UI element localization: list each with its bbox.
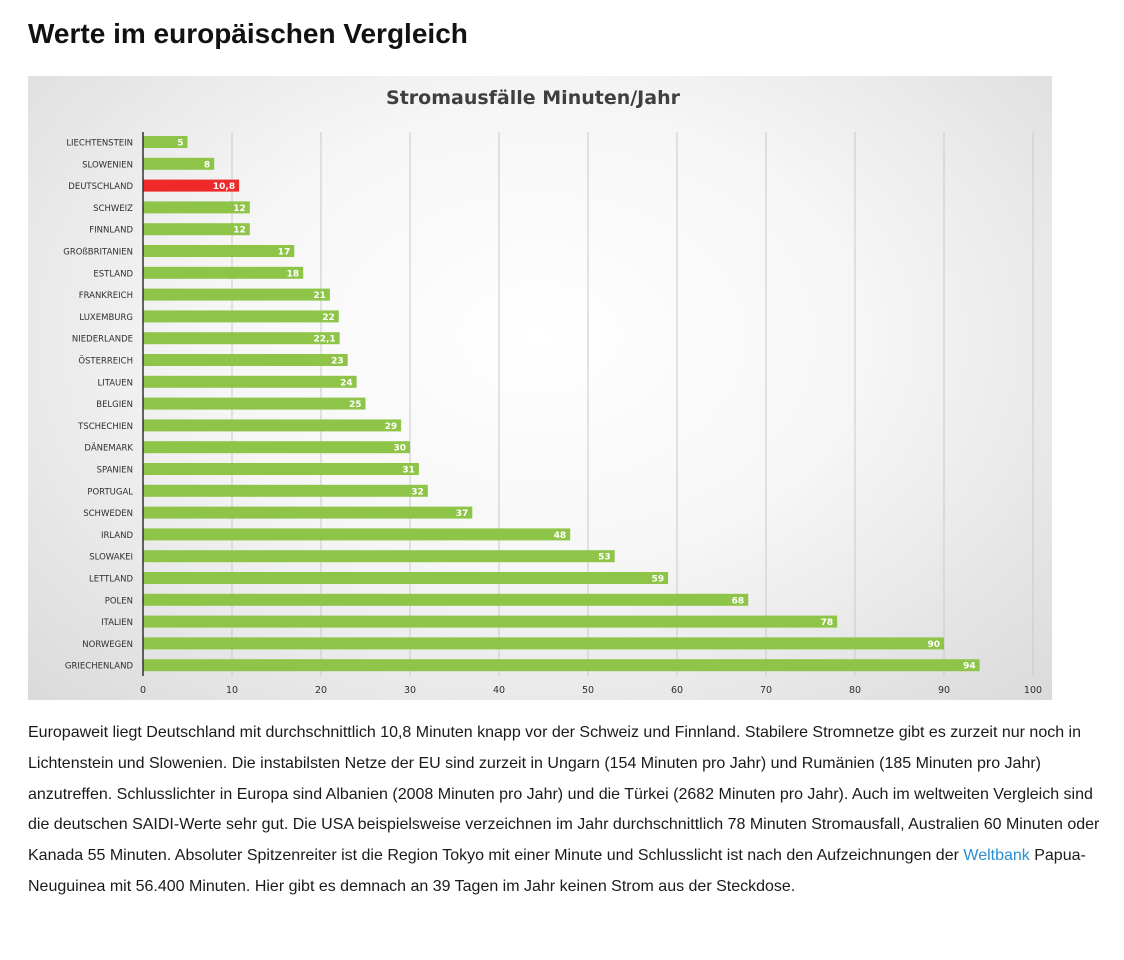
weltbank-link[interactable]: Weltbank — [963, 847, 1030, 865]
category-label-portugal: PORTUGAL — [87, 487, 133, 497]
category-label-frankreich: FRANKREICH — [79, 291, 133, 301]
x-tick-label-30: 30 — [404, 685, 416, 696]
category-label-deutschland: DEUTSCHLAND — [68, 182, 133, 192]
data-label-deutschland: 10,8 — [213, 182, 235, 192]
x-tick-label-70: 70 — [760, 685, 772, 696]
bar-niederlande — [143, 332, 340, 345]
x-tick-label-90: 90 — [938, 685, 950, 696]
bar-belgien — [143, 397, 366, 410]
category-label-luxemburg: LUXEMBURG — [79, 313, 133, 323]
bar-deutschland — [143, 179, 240, 192]
category-label-schweden: SCHWEDEN — [83, 509, 133, 519]
data-label-finnland: 12 — [233, 226, 246, 236]
category-label-norwegen: NORWEGEN — [82, 640, 133, 650]
data-label-litauen: 24 — [340, 378, 353, 388]
data-label-luxemburg: 22 — [322, 313, 335, 323]
data-label-schweiz: 12 — [233, 204, 246, 214]
bar-polen — [143, 593, 749, 606]
bar-großbritanien — [143, 245, 295, 257]
data-label-lettland: 59 — [652, 575, 665, 585]
bar-liechtenstein — [143, 136, 188, 148]
category-label-tschechien: TSCHECHIEN — [77, 422, 133, 432]
data-label-schweden: 37 — [456, 509, 469, 519]
category-label-dänemark: DÄNEMARK — [84, 443, 133, 454]
category-labels: LIECHTENSTEIN SLOWENIEN DEUTSCHLAND SCHWEIZ… — [63, 139, 133, 672]
bar-irland — [143, 528, 571, 541]
data-label-griechenland: 94 — [963, 662, 976, 672]
bar-finnland — [143, 223, 250, 236]
data-label-norwegen: 90 — [927, 640, 940, 650]
data-label-estland: 18 — [287, 269, 300, 279]
bar-schweden — [143, 506, 473, 519]
category-label-großbritanien: GROßBRITANIEN — [63, 248, 133, 258]
bar-österreich — [143, 354, 348, 366]
bar-frankreich — [143, 288, 330, 301]
x-tick-label-100: 100 — [1024, 685, 1042, 696]
x-tick-label-80: 80 — [849, 685, 861, 696]
data-label-slowakei: 53 — [598, 553, 611, 563]
bar-tschechien — [143, 419, 402, 432]
bar-italien — [143, 615, 838, 628]
article-text-after-link: Papua-Neuguinea mit 56.400 Minuten. Hier… — [28, 847, 1086, 895]
bar-griechenland — [143, 659, 980, 672]
bar-estland — [143, 266, 304, 279]
x-tick-label-0: 0 — [140, 685, 146, 696]
article-paragraph: Europaweit liegt Deutschland mit durchsc… — [28, 718, 1100, 903]
data-label-frankreich: 21 — [313, 291, 326, 301]
x-tick-label-40: 40 — [493, 685, 505, 696]
bar-norwegen — [143, 637, 944, 650]
category-label-italien: ITALIEN — [101, 618, 133, 628]
bar-portugal — [143, 484, 428, 497]
chart-container: Stromausfälle Minuten/Jahr 5 8 10,8 12 12 17 1… — [28, 76, 1052, 700]
category-label-österreich: ÖSTERREICH — [78, 356, 133, 367]
bar-slowakei — [143, 550, 615, 563]
category-label-slowakei: SLOWAKEI — [89, 553, 133, 563]
data-label-großbritanien: 17 — [278, 248, 291, 258]
article-text-before-link: Europaweit liegt Deutschland mit durchsc… — [28, 724, 1100, 865]
data-label-dänemark: 30 — [393, 444, 406, 454]
bar-lettland — [143, 572, 669, 584]
category-label-estland: ESTLAND — [93, 269, 133, 279]
page-heading: Werte im europäischen Vergleich — [28, 18, 468, 49]
category-label-griechenland: GRIECHENLAND — [65, 662, 134, 672]
bar-slowenien — [143, 157, 215, 170]
data-label-tschechien: 29 — [385, 422, 398, 432]
bar-dänemark — [143, 441, 410, 454]
category-label-belgien: BELGIEN — [96, 400, 133, 410]
category-label-spanien: SPANIEN — [97, 466, 133, 476]
data-label-italien: 78 — [821, 618, 834, 628]
data-label-liechtenstein: 5 — [177, 139, 183, 149]
data-label-polen: 68 — [732, 596, 745, 606]
bar-litauen — [143, 375, 357, 388]
category-label-finnland: FINNLAND — [89, 226, 133, 236]
x-axis-ticks: 0 10 20 30 40 50 60 70 80 90 100 — [140, 685, 1042, 696]
data-label-portugal: 32 — [411, 487, 424, 497]
category-label-liechtenstein: LIECHTENSTEIN — [66, 139, 133, 149]
category-label-schweiz: SCHWEIZ — [93, 204, 133, 214]
x-tick-label-20: 20 — [315, 685, 327, 696]
data-label-spanien: 31 — [402, 466, 415, 476]
bars: 5 8 10,8 12 12 17 18 21 22 22,1 23 24 25 29 30 31 32 37 48… — [143, 136, 980, 672]
bar-schweiz — [143, 201, 250, 214]
category-label-irland: IRLAND — [101, 531, 134, 541]
chart-title: Stromausfälle Minuten/Jahr — [386, 87, 681, 109]
data-label-irland: 48 — [554, 531, 567, 541]
x-tick-label-10: 10 — [226, 685, 238, 696]
bar-luxemburg — [143, 310, 339, 323]
data-label-slowenien: 8 — [204, 160, 210, 170]
category-label-litauen: LITAUEN — [97, 378, 133, 388]
x-tick-label-60: 60 — [671, 685, 683, 696]
data-label-belgien: 25 — [349, 400, 362, 410]
data-label-niederlande: 22,1 — [313, 335, 335, 345]
data-label-österreich: 23 — [331, 357, 344, 367]
x-tick-label-50: 50 — [582, 685, 594, 696]
category-label-niederlande: NIEDERLANDE — [72, 335, 133, 345]
grid-lines — [231, 132, 1034, 676]
category-label-polen: POLEN — [105, 596, 133, 606]
bar-spanien — [143, 463, 419, 475]
category-label-slowenien: SLOWENIEN — [82, 160, 133, 170]
bar-chart: Stromausfälle Minuten/Jahr 5 8 10,8 12 12 17 1… — [63, 87, 1042, 696]
category-label-lettland: LETTLAND — [89, 575, 133, 585]
